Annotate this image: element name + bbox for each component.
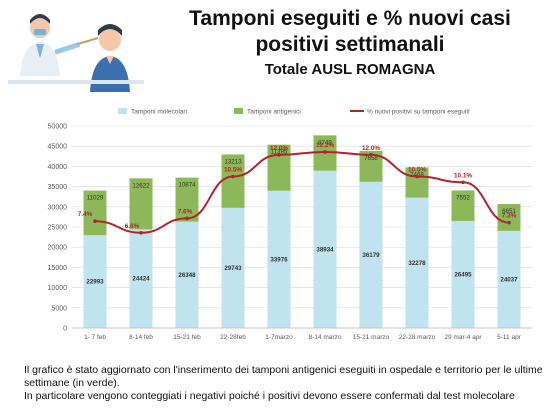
x-tick-label: 15-21 feb [173, 334, 201, 341]
page-subtitle: Totale AUSL ROMAGNA [264, 61, 436, 78]
y-tick-label: 45000 [48, 144, 68, 151]
chart-legend: Tamponi molecolari Tamponi antigenici % nu… [118, 108, 470, 116]
legend-swatch [234, 108, 243, 114]
positivi-point [323, 150, 327, 154]
bar-molecolari [267, 190, 291, 328]
molecolari-data-label: 29743 [224, 265, 242, 272]
molecolari-data-label: 24424 [132, 276, 150, 283]
bar-antigenici [175, 177, 199, 222]
bar-molecolari [221, 207, 245, 328]
footer-note-1: Il grafico è stato aggiornato con l'inse… [24, 364, 543, 389]
x-tick-label: 5-11 apr [497, 334, 522, 341]
positivi-data-label: 12.0% [362, 145, 380, 152]
positivi-data-label: 10.5% [408, 167, 426, 174]
positivi-point [369, 153, 373, 157]
positivi-data-label: 7.4% [78, 211, 93, 218]
positivi-point [507, 220, 511, 225]
bar-antigenici [83, 190, 107, 236]
footer-note-2: In particolare vengono conteggiati i neg… [24, 390, 515, 402]
positivi-data-label: 10.5% [224, 167, 242, 174]
bar-antigenici [129, 178, 153, 230]
doctor-swab-test-illustration [8, 14, 144, 92]
positivi-data-label: 7.6% [178, 208, 193, 215]
y-axis: 0 5000 10000 15000 20000 25000 30000 35000 40000… [48, 124, 68, 333]
positivi-point [185, 216, 189, 221]
antigenici-data-label: 6651 [502, 208, 516, 215]
molecolari-data-label: 33976 [270, 256, 288, 263]
positivi-data-label: 12.2% [316, 142, 334, 149]
positivi-point [231, 174, 235, 179]
footer-notes: Il grafico è stato aggiornato con l'inse… [24, 364, 558, 403]
antigenici-data-label: 10874 [178, 182, 196, 189]
positivi-point [93, 219, 97, 224]
antigenici-data-label: 7552 [456, 194, 470, 201]
y-tick-label: 5000 [51, 305, 67, 312]
bar-series [83, 135, 521, 328]
positivi-line [94, 150, 510, 234]
bar-molecolari [359, 181, 383, 328]
legend-label: % nuovi positivi su tamponi eseguiti [367, 109, 470, 116]
bar-antigenici [221, 154, 245, 208]
y-tick-label: 10000 [48, 285, 68, 292]
bar-molecolari [405, 197, 429, 328]
y-tick-label: 40000 [48, 164, 68, 171]
bar-molecolari [129, 229, 153, 328]
x-tick-label: 1- 7 feb [84, 334, 106, 341]
antigenici-data-label: 8749 [318, 139, 332, 146]
x-tick-label: 22-28feb [220, 334, 246, 341]
bar-antigenici [359, 150, 383, 182]
positivi-point [415, 174, 419, 179]
molecolari-data-label: 24037 [500, 276, 518, 283]
molecolari-data-label: 22993 [86, 279, 104, 286]
molecolari-data-label: 26495 [454, 271, 472, 278]
x-tick-label: 8-14 marzo [309, 334, 342, 341]
molecolari-data-label: 32278 [408, 260, 426, 267]
y-tick-label: 25000 [48, 225, 68, 232]
molecolari-data-label: 38934 [316, 246, 334, 253]
antigenici-data-label: 13213 [224, 158, 242, 165]
bar-molecolari [313, 170, 337, 328]
x-tick-label: 29 mar-4 apr [444, 334, 482, 341]
antigenici-data-label: 12622 [132, 182, 150, 189]
bar-molecolari [451, 220, 475, 328]
x-tick-label: 1-7marzo [265, 334, 293, 341]
antigenici-data-label: 7658 [364, 155, 378, 162]
x-tick-label: 8-14 feb [129, 334, 153, 341]
molecolari-data-label: 26348 [178, 272, 196, 279]
tamponi-combo-chart: Tamponi molecolari Tamponi antigenici % nu… [48, 108, 532, 341]
bar-antigenici [451, 190, 475, 221]
title-line-2: positivi settimanali [255, 33, 445, 56]
antigenici-data-label: 11395 [271, 149, 288, 156]
page-title: Tamponi eseguiti e % nuovi casi positivi… [150, 6, 550, 80]
positivi-point [139, 230, 143, 235]
bar-molecolari [497, 230, 521, 328]
line-series: 7.4% 6.6% 7.6% 10.5% 12.0% 12.2% 12.0% 10.5% 10.… [78, 142, 517, 235]
positivi-data-label: 7.3% [502, 213, 517, 220]
y-tick-label: 15000 [48, 265, 68, 272]
positivi-data-label: 12.0% [270, 145, 288, 152]
bar-antigenici [497, 204, 521, 231]
bar-molecolari [175, 221, 199, 328]
legend-label: Tamponi antigenici [247, 109, 301, 116]
legend-swatch [118, 108, 127, 114]
y-tick-label: 50000 [48, 124, 68, 131]
x-axis: 1- 7 feb 8-14 feb 15-21 feb 22-28feb 1-7marz… [72, 327, 532, 341]
molecolari-data-label: 36179 [362, 252, 380, 259]
y-tick-label: 35000 [48, 184, 68, 191]
positivi-data-label: 10.1% [454, 172, 472, 179]
y-tick-label: 30000 [48, 204, 68, 211]
title-line-1: Tamponi eseguiti e % nuovi casi [189, 7, 511, 30]
legend-label: Tamponi molecolari [131, 109, 187, 116]
bar-molecolari [83, 235, 107, 328]
y-tick-label: 20000 [48, 245, 68, 252]
positivi-point [277, 153, 281, 157]
antigenici-data-label: 11029 [87, 195, 104, 202]
x-tick-label: 15-21 marzo [353, 334, 390, 341]
positivi-point [461, 180, 465, 185]
positivi-data-label: 6.6% [125, 223, 140, 230]
y-tick-label: 0 [63, 326, 67, 333]
x-tick-label: 22-28 marzo [399, 334, 436, 341]
